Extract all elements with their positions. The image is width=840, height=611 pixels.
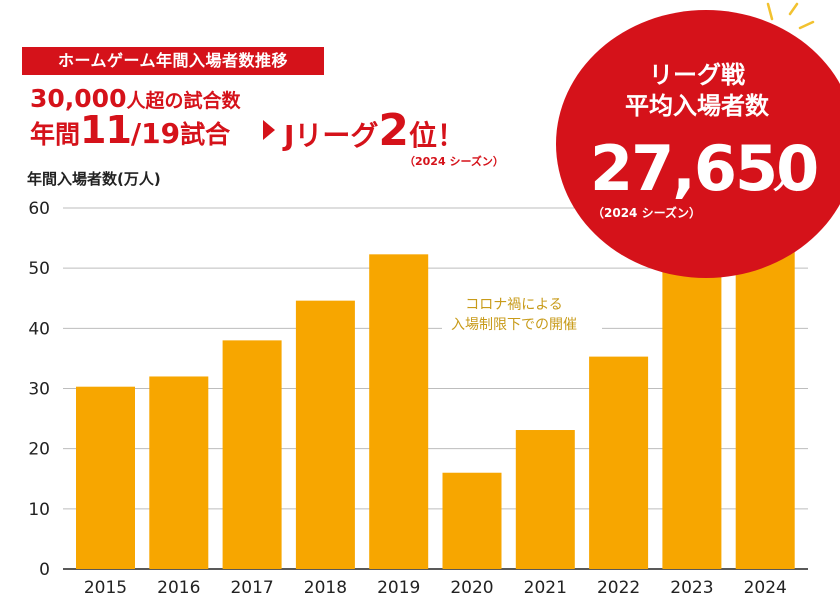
bar-2017 bbox=[222, 340, 282, 569]
bar-2018 bbox=[295, 300, 355, 569]
y-tick-label: 10 bbox=[28, 500, 50, 520]
x-tick-label: 2022 bbox=[597, 578, 640, 598]
headline-total-matches: /19 bbox=[130, 117, 181, 150]
bar-2016 bbox=[149, 376, 209, 569]
headline-count-number: 30,000 bbox=[30, 84, 127, 113]
circle-title-line2: 平均入場者数 bbox=[625, 92, 769, 120]
headline-annual-label: 年間 bbox=[30, 120, 81, 149]
bar-2024 bbox=[735, 219, 795, 569]
y-tick-label: 20 bbox=[28, 440, 50, 460]
average-attendance-unit: 人 bbox=[773, 166, 800, 196]
x-tick-label: 2016 bbox=[157, 578, 200, 598]
league-rank-number: 2 bbox=[378, 105, 410, 156]
burst-lines-decoration bbox=[766, 2, 815, 30]
x-tick-label: 2017 bbox=[230, 578, 273, 598]
x-tick-label: 2015 bbox=[84, 578, 127, 598]
bar-2023 bbox=[662, 253, 722, 569]
league-rank-suffix: 位！ bbox=[409, 119, 466, 152]
x-tick-label: 2018 bbox=[304, 578, 347, 598]
bar-2020 bbox=[442, 472, 502, 569]
x-tick-label: 2019 bbox=[377, 578, 420, 598]
league-rank: Jリーグ2位！ bbox=[284, 105, 465, 156]
headline-count-text: 人超の試合数 bbox=[126, 90, 241, 112]
x-tick-label: 2023 bbox=[670, 578, 713, 598]
rank-season-note: （2024 シーズン） bbox=[404, 155, 504, 168]
chart-title-badge: ホームゲーム年間入場者数推移 bbox=[22, 47, 324, 75]
headline-line2: 年間11/19試合 bbox=[30, 108, 230, 152]
y-tick-label: 60 bbox=[28, 199, 50, 219]
average-attendance-circle: リーグ戦 平均入場者数 27,650 人 （2024 シーズン） bbox=[556, 10, 840, 278]
y-tick-label: 40 bbox=[28, 319, 50, 339]
y-tick-label: 50 bbox=[28, 259, 50, 279]
headline-match-count: 11 bbox=[80, 108, 132, 152]
y-axis-label: 年間入場者数(万人) bbox=[27, 170, 161, 188]
y-tick-label: 30 bbox=[28, 380, 50, 400]
annotation-background bbox=[442, 290, 602, 338]
bar-2015 bbox=[76, 386, 135, 569]
x-tick-label: 2021 bbox=[524, 578, 567, 598]
triangle-arrow-icon bbox=[263, 120, 275, 140]
covid-annotation-line: 入場制限下での開催 bbox=[451, 317, 577, 333]
y-tick-label: 0 bbox=[39, 560, 50, 580]
headline-match-label: 試合 bbox=[180, 120, 231, 149]
circle-season-note: （2024 シーズン） bbox=[592, 206, 701, 220]
average-attendance-value: 27,650 bbox=[590, 132, 819, 205]
x-tick-label: 2020 bbox=[450, 578, 493, 598]
bar-2022 bbox=[589, 356, 649, 569]
circle-title-line1: リーグ戦 bbox=[649, 61, 745, 89]
league-name: Jリーグ bbox=[284, 119, 379, 152]
x-tick-label: 2024 bbox=[744, 578, 787, 598]
headline-line1: 30,000人超の試合数 bbox=[30, 84, 241, 113]
bar-2021 bbox=[515, 430, 575, 569]
covid-annotation-line: コロナ禍による bbox=[465, 297, 563, 313]
bar-2019 bbox=[369, 254, 429, 569]
